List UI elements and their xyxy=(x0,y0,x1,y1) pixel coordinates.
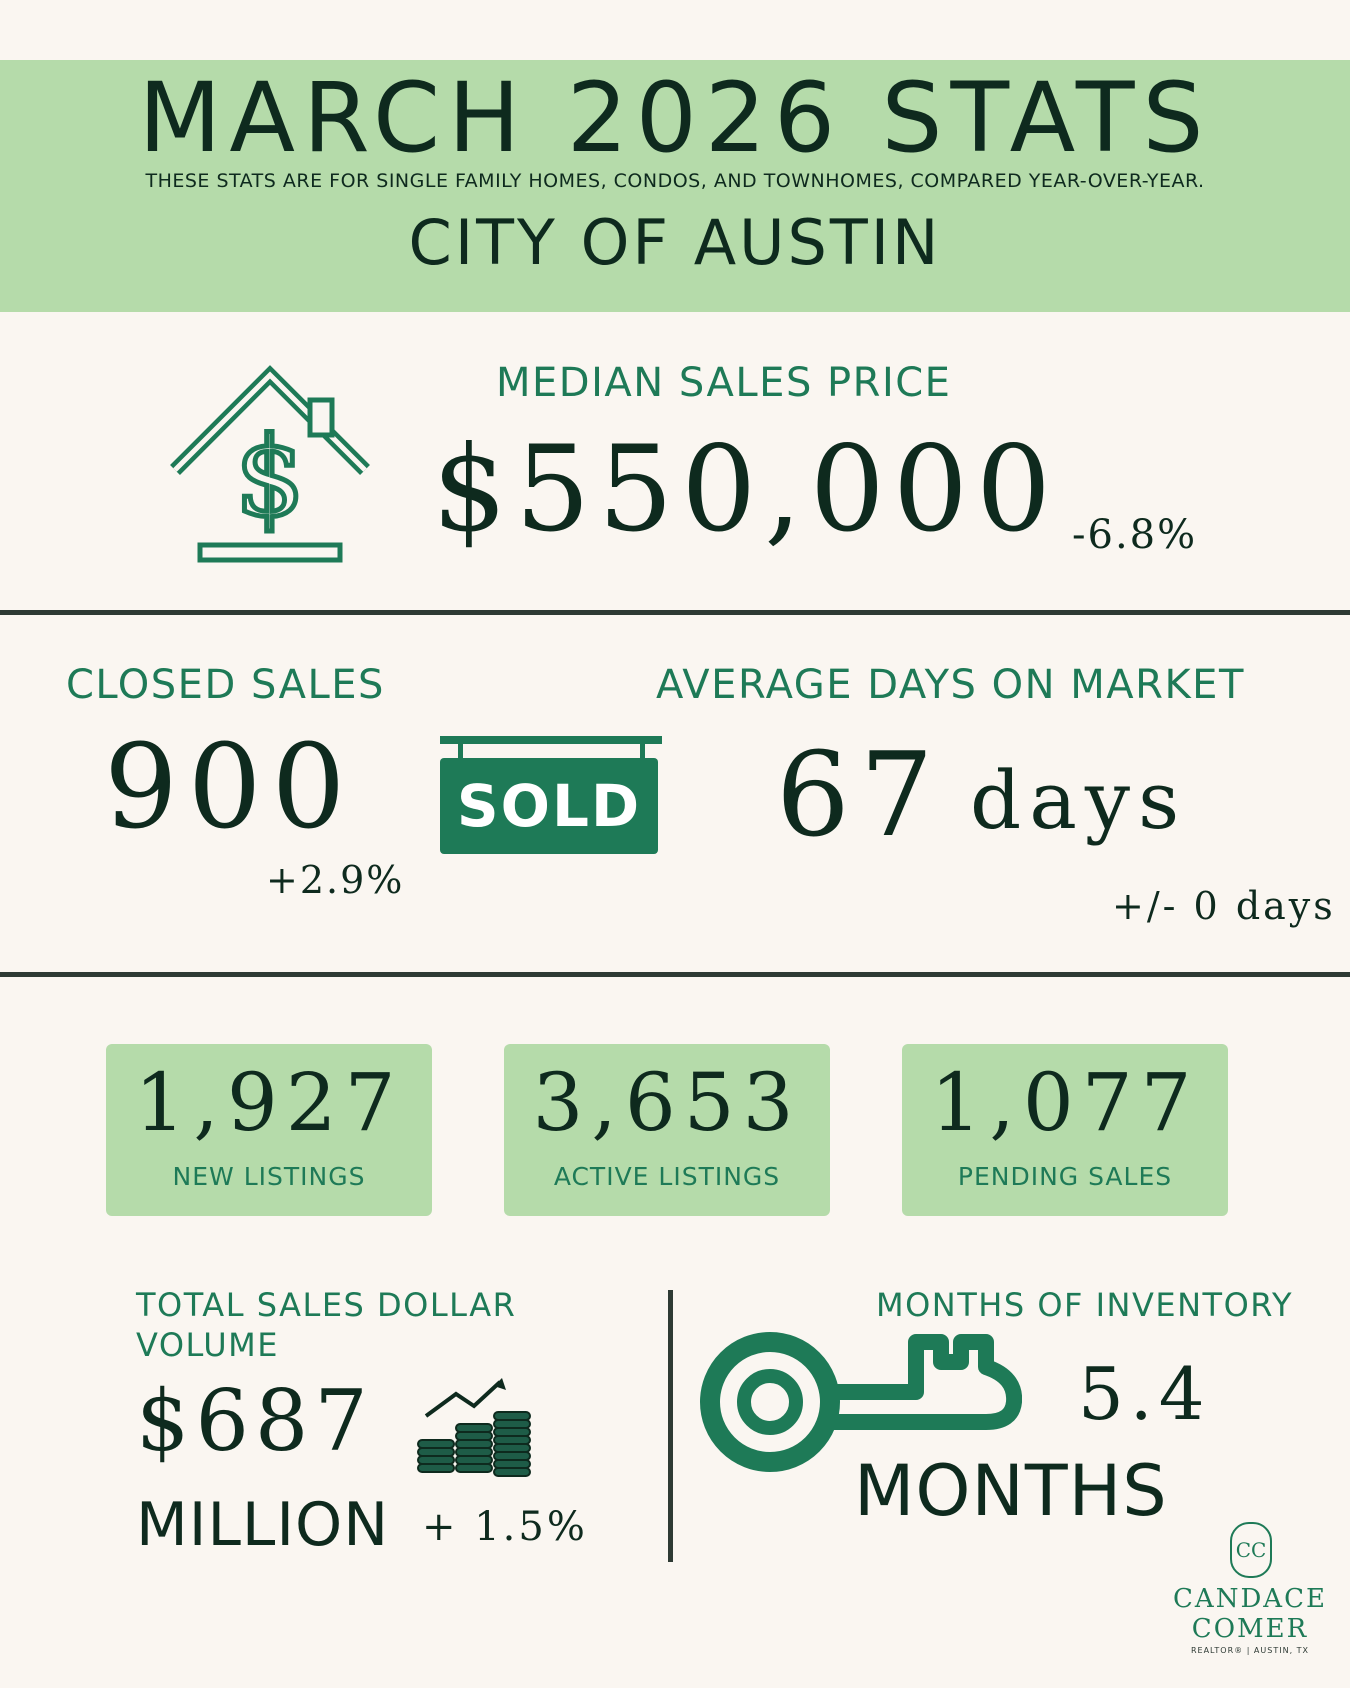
days-on-market-value: 67 xyxy=(776,728,944,863)
sold-sign-bar xyxy=(440,736,662,744)
page-title: MARCH 2026 STATS xyxy=(138,62,1212,174)
days-on-market-change: +/- 0 days xyxy=(1112,884,1336,928)
closed-sales-label: CLOSED SALES xyxy=(66,662,385,708)
key-icon xyxy=(700,1332,1022,1472)
months-inventory-unit: MONTHS xyxy=(854,1450,1168,1532)
months-inventory-value: 5.4 xyxy=(1078,1352,1211,1436)
total-volume-change: + 1.5% xyxy=(422,1504,588,1550)
total-volume-label-line1: TOTAL SALES DOLLAR xyxy=(136,1286,517,1324)
pending-sales-label: PENDING SALES xyxy=(957,1162,1173,1191)
vertical-divider xyxy=(668,1290,673,1562)
sold-sign-icon: SOLD xyxy=(440,758,658,854)
active-listings-label: ACTIVE LISTINGS xyxy=(553,1162,781,1191)
total-volume-unit: MILLION xyxy=(136,1490,390,1560)
closed-sales-value: 900 xyxy=(104,720,356,855)
city-name: CITY OF AUSTIN xyxy=(408,206,942,279)
pending-sales-value: 1,077 xyxy=(930,1056,1200,1149)
months-inventory-label: MONTHS OF INVENTORY xyxy=(876,1286,1293,1324)
brand-name-line2: COMER xyxy=(1191,1614,1309,1644)
brand-monogram-logo: CC xyxy=(1230,1522,1272,1578)
days-on-market-unit: days xyxy=(970,754,1188,847)
brand-tagline: REALTOR® | AUSTIN, TX xyxy=(1190,1646,1310,1655)
sold-sign-hook-right xyxy=(640,744,645,758)
brand-name-line1: CANDACE xyxy=(1173,1584,1327,1614)
coins-growth-icon xyxy=(417,1378,531,1477)
sold-sign-hook-left xyxy=(458,744,463,758)
section-divider xyxy=(0,610,1350,615)
section-divider-2 xyxy=(0,972,1350,977)
total-volume-label-line2: VOLUME xyxy=(136,1326,279,1364)
median-price-change: -6.8% xyxy=(1072,512,1198,558)
total-volume-value: $687 xyxy=(136,1372,374,1470)
median-price-label: MEDIAN SALES PRICE xyxy=(496,360,952,406)
house-dollar-icon: $ xyxy=(170,365,370,563)
days-on-market-label: AVERAGE DAYS ON MARKET xyxy=(656,662,1245,708)
new-listings-card: 1,927 NEW LISTINGS xyxy=(106,1044,432,1216)
svg-text:$: $ xyxy=(235,413,305,541)
closed-sales-change: +2.9% xyxy=(266,858,405,902)
new-listings-label: NEW LISTINGS xyxy=(172,1162,366,1191)
new-listings-value: 1,927 xyxy=(134,1056,404,1149)
active-listings-card: 3,653 ACTIVE LISTINGS xyxy=(504,1044,830,1216)
active-listings-value: 3,653 xyxy=(532,1056,802,1149)
median-price-value: $550,000 xyxy=(432,420,1060,558)
page-subtitle: THESE STATS ARE FOR SINGLE FAMILY HOMES,… xyxy=(145,170,1205,192)
header-banner xyxy=(0,60,1350,312)
pending-sales-card: 1,077 PENDING SALES xyxy=(902,1044,1228,1216)
